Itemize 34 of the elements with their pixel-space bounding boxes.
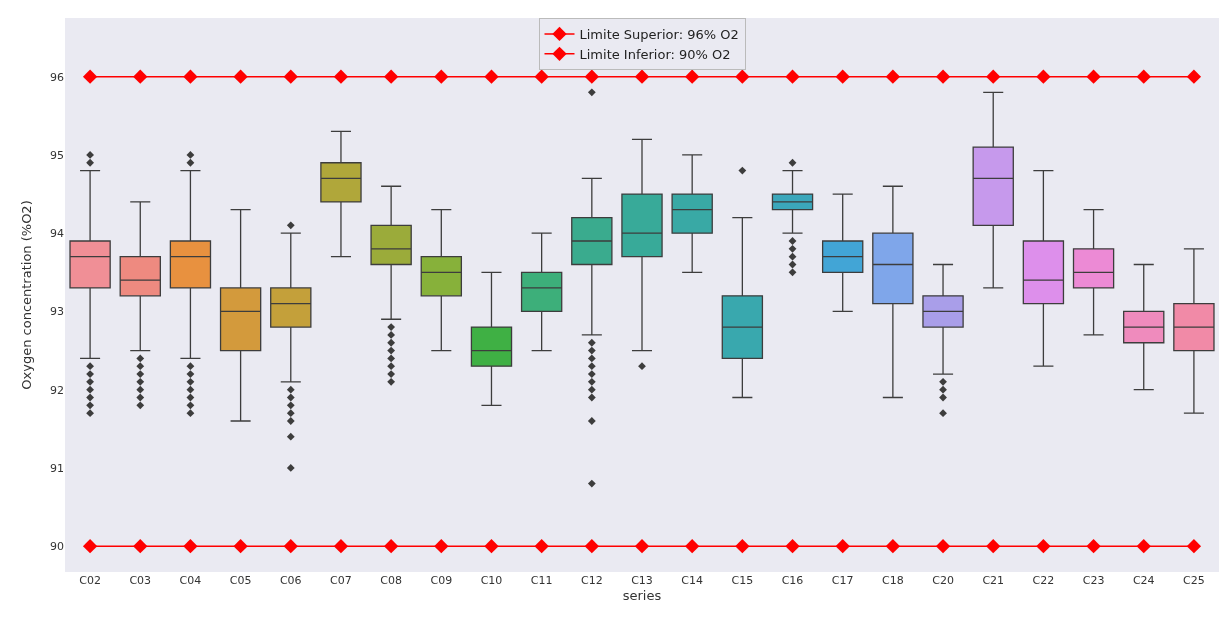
x-tick-label: C18 xyxy=(882,574,904,587)
x-tick-label: C24 xyxy=(1132,574,1155,587)
y-axis-title: Oxygen concentration (%O2) xyxy=(18,200,34,390)
y-tick-label: 94 xyxy=(50,227,64,241)
x-tick-label: C17 xyxy=(831,574,854,587)
y-tick-label: 93 xyxy=(50,305,64,319)
x-tick-label: C25 xyxy=(1183,574,1205,587)
x-tick-label: C02 xyxy=(79,574,101,587)
legend-label: Limite Inferior: 90% O2 xyxy=(579,46,731,62)
x-tick-label: C14 xyxy=(681,574,704,587)
x-tick-label: C22 xyxy=(1032,574,1055,587)
x-tick-label: C20 xyxy=(932,574,954,587)
x-tick-label: C11 xyxy=(530,574,553,587)
x-tick-label: C16 xyxy=(781,574,804,587)
x-tick-label: C23 xyxy=(1082,574,1105,587)
x-tick-label: C09 xyxy=(430,574,453,587)
x-tick-label: C07 xyxy=(330,574,352,587)
x-tick-label: C08 xyxy=(380,574,402,587)
x-tick-label: C06 xyxy=(279,574,302,587)
y-tick-label: 95 xyxy=(50,148,64,162)
x-tick-label: C05 xyxy=(229,574,252,587)
legend-label: Limite Superior: 96% O2 xyxy=(579,27,739,43)
y-tick-label: 91 xyxy=(50,461,64,475)
y-tick-label: 90 xyxy=(50,540,64,554)
y-tick-label: 92 xyxy=(50,383,64,397)
x-tick-label: C13 xyxy=(631,574,653,587)
x-tick-label: C04 xyxy=(179,574,202,587)
x-tick-label: C10 xyxy=(480,574,503,587)
x-tick-label: C12 xyxy=(580,574,603,587)
x-axis-title: series xyxy=(622,587,662,603)
x-tick-label: C03 xyxy=(129,574,152,587)
y-tick-label: 96 xyxy=(50,70,64,84)
x-tick-label: C15 xyxy=(731,574,754,587)
x-tick-label: C21 xyxy=(982,574,1005,587)
